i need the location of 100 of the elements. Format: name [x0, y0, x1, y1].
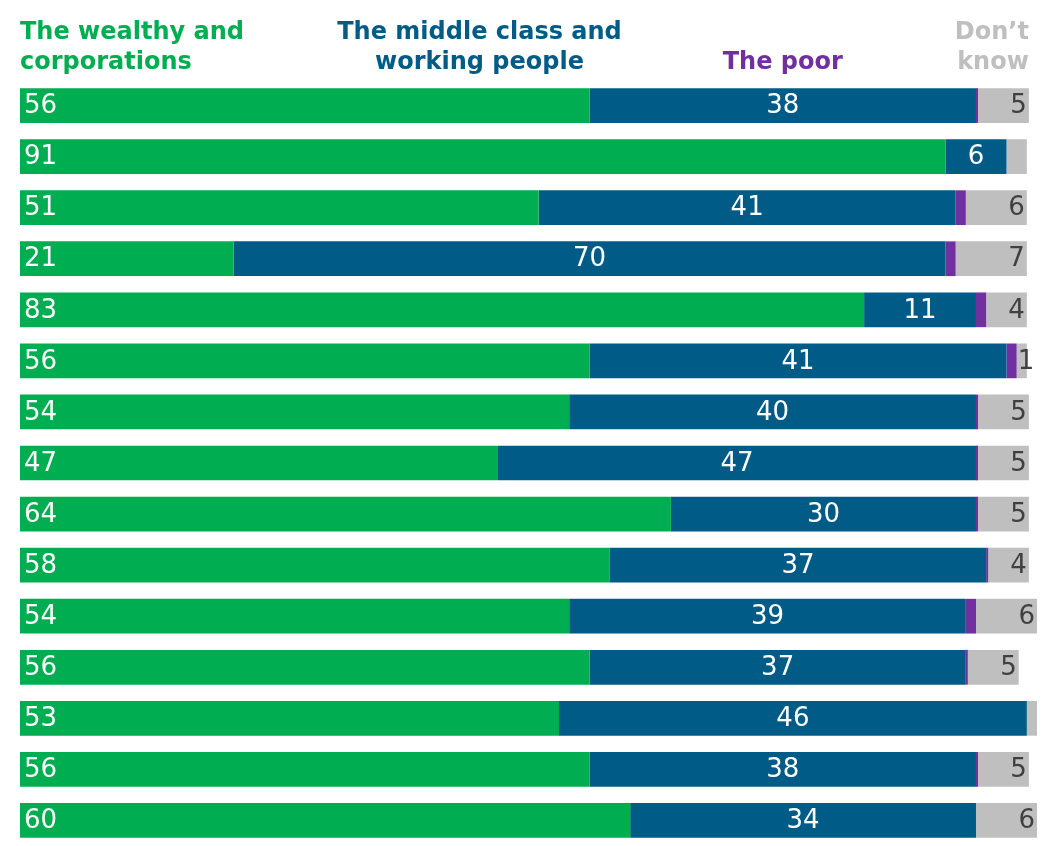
bar: [975, 803, 1037, 838]
bar: [20, 190, 539, 226]
data-label: 34: [786, 804, 820, 835]
data-label: 51: [24, 191, 58, 222]
data-label: 46: [776, 702, 810, 733]
data-label: 47: [720, 446, 754, 477]
bar: [559, 700, 1027, 736]
bar: [497, 445, 976, 481]
bar: [945, 241, 956, 277]
bar: [978, 496, 1029, 532]
bar: [589, 343, 1007, 379]
data-label: 5: [1010, 395, 1027, 426]
bar: [569, 394, 976, 430]
bar: [20, 445, 498, 481]
bar: [20, 88, 590, 123]
data-label: 5: [1010, 753, 1027, 784]
data-label: 38: [766, 89, 800, 120]
data-label: 37: [781, 548, 815, 579]
bar: [978, 445, 1029, 481]
data-label: 56: [24, 89, 58, 120]
data-label: 11: [903, 293, 937, 324]
data-label: 21: [24, 242, 58, 273]
data-label: 53: [24, 702, 58, 733]
bar: [975, 88, 979, 123]
bar: [965, 190, 1027, 226]
data-label: 56: [24, 651, 58, 682]
data-label: 54: [24, 395, 58, 426]
bar: [967, 649, 1019, 685]
bar: [20, 752, 590, 787]
data-label: 83: [24, 293, 58, 324]
bar: [978, 394, 1029, 430]
data-label: 5: [1010, 89, 1027, 120]
data-label: 1: [1017, 344, 1035, 375]
bar: [20, 547, 610, 583]
data-label: 91: [24, 140, 58, 171]
bar: [20, 598, 570, 634]
bar: [20, 241, 234, 277]
data-label: 54: [24, 599, 58, 630]
bar: [1026, 700, 1037, 736]
data-label: 47: [24, 446, 58, 477]
bar: [975, 496, 979, 532]
bar: [20, 292, 865, 328]
bar: [975, 445, 979, 481]
data-label: 64: [24, 497, 58, 528]
bar: [965, 649, 968, 685]
bar: [630, 803, 976, 838]
bar: [20, 139, 946, 174]
bar: [1006, 139, 1027, 174]
data-label: 56: [24, 753, 58, 784]
bar: [20, 394, 570, 430]
bar: [1006, 343, 1017, 379]
series-label: The wealthy and corporations: [20, 16, 245, 76]
data-label: 39: [750, 599, 785, 630]
bar: [20, 700, 560, 736]
bar: [233, 241, 946, 277]
bar: [986, 292, 1027, 328]
bar: [20, 803, 631, 838]
data-label: 6: [1018, 599, 1035, 630]
data-label: 37: [761, 651, 795, 682]
bar: [975, 292, 987, 328]
series-label: Don’t know: [953, 16, 1029, 76]
bar: [589, 649, 966, 685]
data-label: 5: [1000, 651, 1017, 682]
bar: [945, 139, 1007, 174]
data-label: 7: [1008, 242, 1025, 273]
data-label: 58: [24, 548, 58, 579]
text: The poor: [721, 46, 844, 76]
data-label: 60: [24, 804, 58, 835]
data-label: 4: [1008, 293, 1025, 324]
data-label: 4: [1010, 548, 1027, 579]
bar: [978, 752, 1029, 787]
bar: [538, 190, 956, 226]
bar: [589, 88, 976, 123]
bar: [975, 394, 979, 430]
bar: [975, 752, 979, 787]
data-label: 38: [766, 753, 800, 784]
bar: [986, 547, 989, 583]
bar: [965, 598, 976, 634]
bar: [569, 598, 966, 634]
data-label: 6: [967, 140, 985, 171]
data-label: 6: [1018, 804, 1035, 835]
data-label: 56: [24, 344, 58, 375]
bar: [670, 496, 976, 532]
data-label: 41: [730, 191, 764, 222]
data-label: 6: [1008, 191, 1025, 222]
data-label: 5: [1010, 446, 1027, 477]
series-label: The middle class and working people: [336, 16, 623, 76]
data-label: 40: [756, 395, 790, 426]
bar: [20, 496, 671, 532]
data-label: 30: [806, 497, 840, 528]
bar: [955, 241, 1027, 277]
bar: [20, 649, 590, 685]
data-label: 41: [781, 344, 815, 375]
bar: [978, 88, 1029, 123]
bar: [589, 752, 976, 787]
bar: [864, 292, 976, 328]
bar: [609, 547, 987, 583]
bar: [955, 190, 966, 226]
bar: [975, 598, 1037, 634]
bar: [20, 343, 590, 379]
